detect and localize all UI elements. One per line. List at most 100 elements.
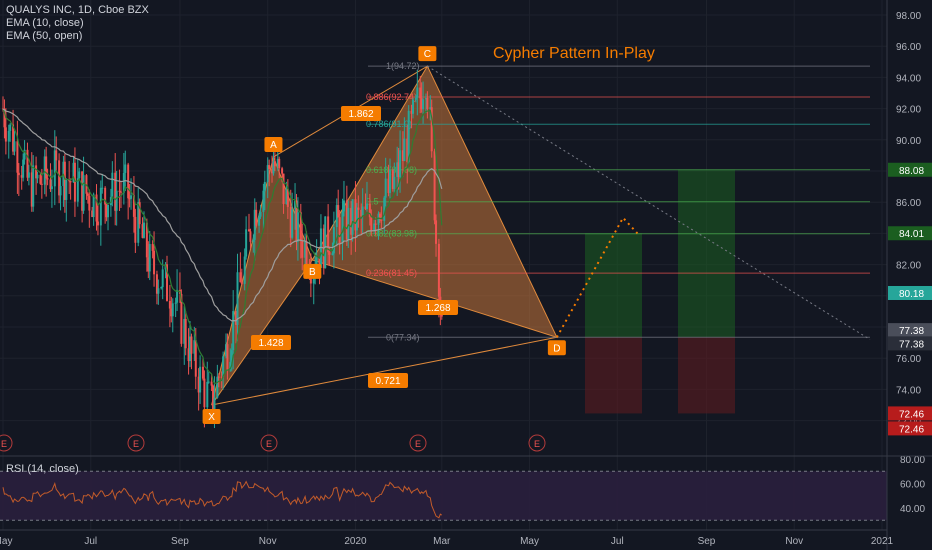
candle-body [119, 191, 122, 193]
earnings-marker [260, 434, 278, 452]
candle-body [104, 187, 107, 205]
time-tick-label: 2021 [871, 536, 894, 547]
candle-body [416, 87, 419, 98]
candle-body [397, 162, 400, 178]
candle-body [96, 221, 99, 226]
symbol-title[interactable]: QUALYS INC, 1D, Cboe BZX [6, 4, 150, 16]
candle-body [20, 175, 23, 178]
candle-body [30, 172, 33, 207]
candle-body [341, 211, 344, 244]
candle-body [147, 257, 150, 272]
candle-body [55, 150, 58, 161]
candle-body [255, 209, 258, 226]
candle-body [88, 195, 91, 211]
candle-body [350, 207, 353, 235]
time-tick-label: May [520, 536, 539, 547]
candle-body [364, 206, 367, 210]
candle-body [12, 124, 15, 152]
candle-body [430, 107, 433, 152]
pattern-point-d: D [553, 343, 560, 354]
candle-body [331, 253, 334, 255]
candle-body [294, 200, 297, 210]
candle-body [36, 174, 39, 179]
candle-body [3, 109, 6, 128]
annotation-title[interactable]: Cypher Pattern In-Play [493, 45, 655, 62]
candle-body [296, 212, 299, 242]
ema-50-legend[interactable]: EMA (50, open) [6, 30, 82, 42]
time-tick-label: 2020 [344, 536, 367, 547]
candle-body [368, 203, 371, 218]
candle-body [82, 175, 85, 211]
position-boxes [585, 169, 735, 414]
candle-body [263, 181, 266, 191]
candle-body [309, 274, 312, 284]
candle-body [289, 206, 292, 238]
candle-body [410, 110, 413, 114]
pattern-point-b: B [309, 267, 316, 278]
rsi-series-line [2, 480, 443, 519]
position-stop-zone [678, 337, 735, 414]
candle-body [354, 199, 357, 231]
candle-body [81, 171, 84, 211]
candle-body [145, 222, 148, 258]
earnings-marker [528, 434, 546, 452]
time-tick-label: Nov [785, 536, 803, 547]
price-axis[interactable] [887, 0, 932, 550]
candle-body [39, 174, 42, 184]
candle-body [351, 199, 354, 235]
candle-body [437, 243, 440, 297]
candle-body [253, 209, 256, 240]
time-tick-label: Jul [84, 536, 97, 547]
candle-body [189, 336, 192, 362]
candle-body [13, 141, 16, 152]
candle-body [170, 308, 173, 317]
candle-body [357, 207, 360, 210]
fib-level-label: 0(77.34) [386, 332, 420, 342]
candle-body [319, 228, 322, 268]
candle-body [360, 209, 363, 217]
candle-body [23, 149, 26, 160]
price-tick-label: 74.00 [896, 385, 921, 396]
time-tick-label: Nov [259, 536, 277, 547]
candle-body [138, 202, 141, 225]
rsi-band-fill [0, 471, 887, 521]
pattern-point-b-bg [303, 263, 322, 279]
candle-body [388, 170, 391, 194]
price-tag-label: 84.01 [899, 229, 924, 240]
rsi-legend[interactable]: RSI (14, close) [6, 463, 79, 475]
ema-10-legend[interactable]: EMA (10, close) [6, 17, 84, 29]
fib-retracement: 1(94.72) 0.886(92.74) 0.786(91.0) 0.618(88.… [366, 61, 870, 342]
candle-body [114, 172, 117, 211]
candle-body [243, 256, 246, 284]
candle-body [384, 178, 387, 198]
earnings-marker-label: E [415, 439, 421, 449]
pattern-point-x: X [208, 412, 215, 423]
rsi-tick-label: 40.00 [900, 504, 925, 515]
candle-body [258, 216, 261, 226]
candle-body [118, 190, 121, 192]
candle-body [50, 186, 53, 190]
candle-body [207, 381, 210, 383]
candle-body [69, 181, 72, 183]
earnings-marker-label: E [266, 439, 272, 449]
candle-body [380, 219, 383, 221]
ratio-label-bg [418, 300, 458, 315]
candle-body [345, 200, 348, 240]
candle-body [184, 318, 187, 349]
projected-path [555, 216, 639, 338]
candle-body [99, 187, 102, 226]
candle-body [226, 344, 229, 370]
pattern-xd-line [211, 336, 557, 406]
candle-body [105, 204, 108, 218]
time-tick-label: Mar [433, 536, 451, 547]
candle-body [420, 98, 423, 110]
candle-body [236, 272, 239, 325]
candle-body [63, 161, 66, 200]
rsi-band [0, 470, 887, 521]
candle-body [65, 180, 68, 200]
candle-body [203, 378, 206, 408]
pattern-point-a: A [270, 140, 277, 151]
rsi-tick-label: 80.00 [900, 455, 925, 466]
ratio-label: 1.268 [425, 303, 450, 314]
